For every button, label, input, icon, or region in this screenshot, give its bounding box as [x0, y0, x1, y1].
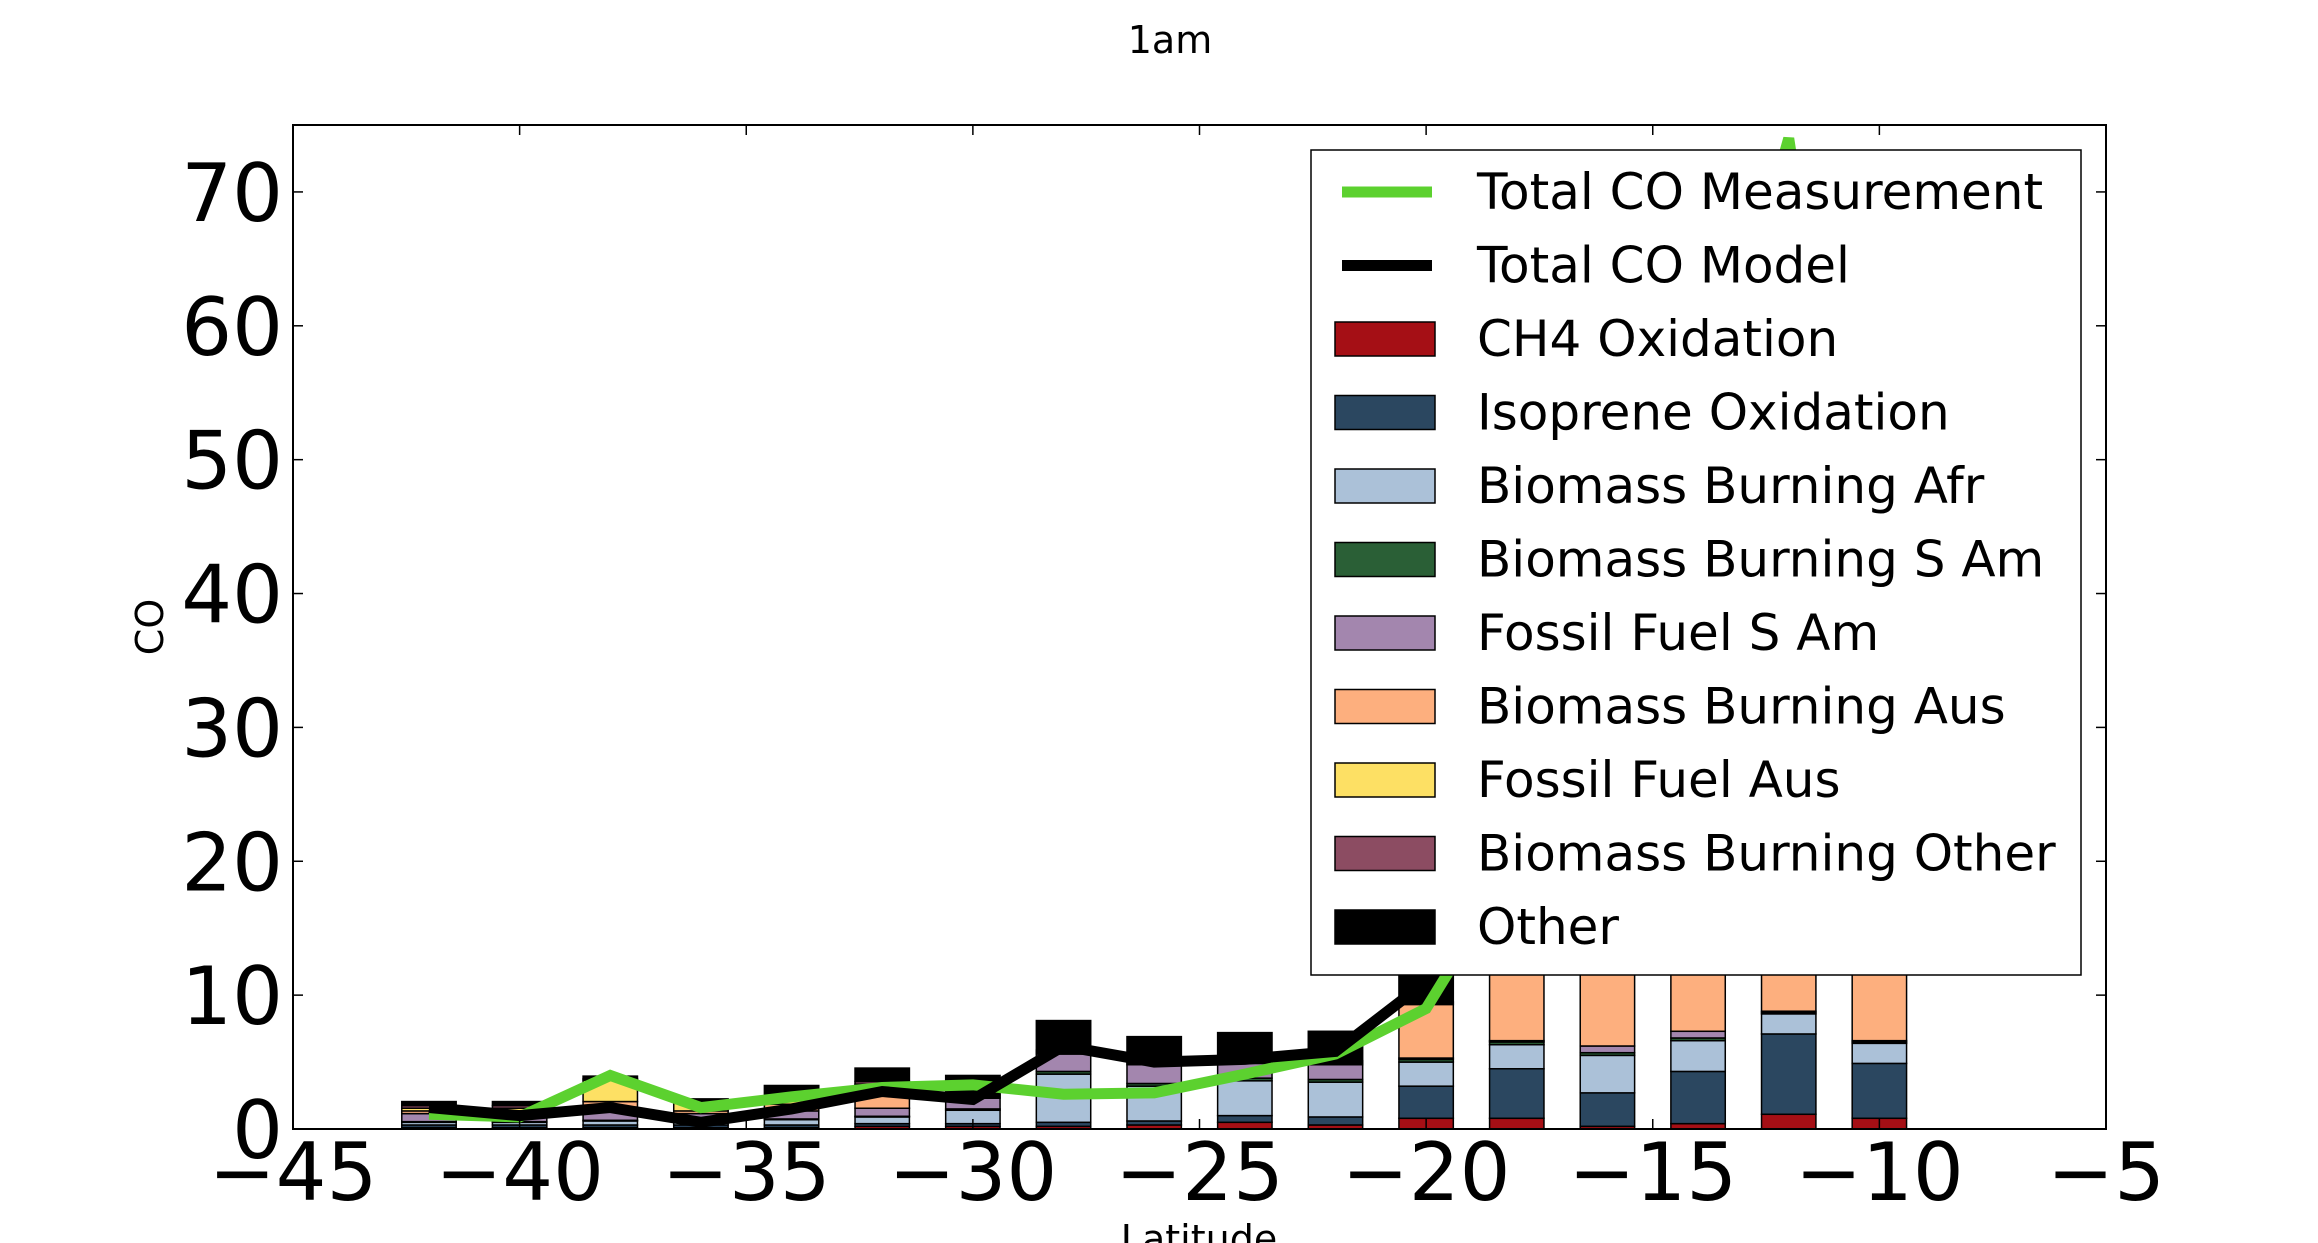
y-tick-label: 40 [181, 549, 283, 642]
legend-label-isoprene-oxidation: Isoprene Oxidation [1477, 384, 1950, 442]
x-tick-label: −5 [2047, 1126, 2165, 1219]
y-axis-label: CO [128, 599, 172, 655]
legend-swatch-biomass-burning-s-am [1334, 541, 1436, 578]
legend-label-total-co-measurement: Total CO Measurement [1476, 163, 2043, 221]
y-tick-label: 20 [181, 816, 283, 909]
legend-swatch-fossil-fuel-s-am [1334, 615, 1436, 651]
legend-swatch-other [1334, 909, 1436, 945]
x-tick-label: −15 [1568, 1126, 1737, 1219]
bar-biomass-burning-afr [1488, 1043, 1545, 1070]
legend-swatch-biomass-burning-other [1334, 835, 1436, 872]
bar-isoprene-oxidation [1216, 1114, 1273, 1124]
y-tick-label: 0 [232, 1084, 283, 1177]
x-tick-label: −30 [888, 1126, 1057, 1219]
bar-isoprene-oxidation [1670, 1070, 1727, 1125]
bar-fossil-fuel-s-am [1307, 1063, 1364, 1081]
bar-biomass-burning-afr [1851, 1042, 1908, 1065]
legend-label-total-co-model: Total CO Model [1476, 237, 1850, 295]
legend-label-biomass-burning-other: Biomass Burning Other [1477, 825, 2056, 883]
bar-isoprene-oxidation [1307, 1116, 1364, 1126]
legend-label-biomass-burning-s-am: Biomass Burning S Am [1477, 531, 2044, 589]
y-tick-label: 70 [181, 147, 283, 240]
bar-biomass-burning-afr [1398, 1061, 1455, 1087]
legend-swatch-biomass-burning-afr [1334, 468, 1436, 504]
bar-other [854, 1067, 911, 1083]
bar-biomass-burning-afr [763, 1118, 820, 1126]
legend-box [1310, 149, 2082, 976]
legend-label-fossil-fuel-aus: Fossil Fuel Aus [1477, 751, 1841, 809]
bar-biomass-burning-afr [1670, 1039, 1727, 1073]
y-tick-label: 50 [181, 415, 283, 508]
legend-swatch-fossil-fuel-aus [1334, 762, 1436, 798]
bar-biomass-burning-afr [854, 1116, 911, 1125]
bar-isoprene-oxidation [1851, 1062, 1908, 1120]
legend-swatch-biomass-burning-aus [1334, 688, 1436, 725]
y-tick-label: 60 [181, 281, 283, 374]
legend: Total CO Measurement Total CO Model CH4 Ox… [1310, 149, 2082, 976]
bar-other [401, 1100, 457, 1107]
x-tick-label: −40 [435, 1126, 604, 1219]
bar-isoprene-oxidation [1488, 1068, 1545, 1120]
bar-biomass-burning-afr [1216, 1080, 1273, 1117]
bar-fossil-fuel-s-am [1579, 1045, 1636, 1054]
bar-fossil-fuel-s-am [854, 1107, 911, 1118]
x-tick-label: −25 [1115, 1126, 1284, 1219]
x-tick-label: −10 [1795, 1126, 1964, 1219]
chart-title: 1am [1128, 18, 1212, 62]
legend-swatch-isoprene-oxidation [1334, 394, 1436, 431]
bar-biomass-burning-afr [1307, 1081, 1364, 1118]
ticks-layer: −45 −40 −35 −30 −25 −20 −15 −10 −5 0 10 20 30 40 50 60 7… [181, 125, 2165, 1219]
bar-isoprene-oxidation [1579, 1092, 1636, 1128]
x-tick-label: −35 [662, 1126, 831, 1219]
y-tick-label: 30 [181, 682, 283, 775]
legend-label-fossil-fuel-s-am: Fossil Fuel S Am [1477, 604, 1879, 662]
bar-isoprene-oxidation [1398, 1085, 1455, 1120]
x-tick-label: −20 [1342, 1126, 1511, 1219]
x-tick-label: −45 [209, 1126, 378, 1219]
legend-label-biomass-burning-afr: Biomass Burning Afr [1477, 457, 1985, 515]
bar-biomass-burning-afr [1760, 1013, 1817, 1035]
legend-label-ch4-oxidation: CH4 Oxidation [1477, 310, 1838, 368]
x-axis-label: Latitude [1121, 1217, 1277, 1243]
bar-biomass-burning-afr [1579, 1054, 1636, 1094]
bar-fossil-fuel-s-am [1670, 1030, 1727, 1039]
legend-swatch-ch4-oxidation [1334, 321, 1436, 357]
legend-label-other: Other [1477, 898, 1619, 956]
bar-isoprene-oxidation [1760, 1033, 1817, 1116]
y-tick-label: 10 [181, 950, 283, 1043]
legend-label-biomass-burning-aus: Biomass Burning Aus [1477, 678, 2006, 736]
